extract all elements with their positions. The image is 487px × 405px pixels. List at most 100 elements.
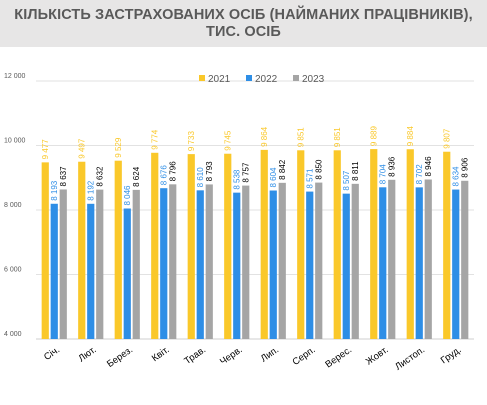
- x-tick-label: Січ.: [42, 344, 62, 363]
- data-label-2023: 8 842: [278, 159, 287, 180]
- y-tick-label: 4 000: [4, 331, 22, 338]
- bar-2021: [114, 160, 122, 339]
- data-label-2021: 9 497: [78, 138, 87, 159]
- bar-2023: [351, 183, 359, 339]
- bar-2021: [297, 150, 305, 339]
- data-label-2021: 9 864: [260, 126, 269, 147]
- bar-2022: [123, 208, 131, 339]
- bar-2021: [370, 149, 378, 339]
- data-label-2022: 8 676: [160, 165, 169, 186]
- bar-2022: [415, 187, 423, 339]
- y-axis-ticks: 4 000 6 000 8 000 10 000 12 000: [4, 73, 26, 338]
- gridlines: [36, 80, 474, 340]
- bar-2023: [315, 182, 323, 339]
- data-label-2021: 9 889: [370, 126, 379, 147]
- x-tick-label: Жовт.: [364, 344, 391, 367]
- data-label-2021: 9 477: [41, 139, 50, 160]
- bar-2023: [242, 185, 250, 339]
- data-label-2022: 8 704: [379, 164, 388, 185]
- chart-title: КІЛЬКІСТЬ ЗАСТРАХОВАНИХ ОСІБ (НАЙМАНИХ П…: [14, 6, 473, 40]
- data-label-2022: 8 702: [415, 164, 424, 185]
- data-label-2022: 8 604: [269, 167, 278, 188]
- data-label-2021: 9 733: [187, 131, 196, 152]
- y-tick-label: 12 000: [4, 73, 26, 80]
- bar-2022: [196, 190, 204, 339]
- data-label-2023: 8 796: [169, 161, 178, 182]
- x-tick-label: Лип.: [259, 344, 281, 364]
- x-tick-label: Берез.: [105, 344, 135, 370]
- data-label-2021: 9 807: [443, 128, 452, 149]
- data-label-2022: 8 046: [123, 185, 132, 206]
- bar-2022: [233, 192, 241, 339]
- x-tick-label: Трав.: [182, 344, 208, 367]
- data-label-2023: 8 757: [242, 162, 251, 183]
- data-label-2023: 8 936: [388, 156, 397, 177]
- data-label-2022: 8 192: [87, 180, 96, 201]
- data-label-2021: 9 851: [297, 127, 306, 148]
- bar-2022: [87, 203, 95, 339]
- bar-2021: [78, 161, 86, 339]
- bar-2022: [379, 187, 387, 339]
- data-label-2021: 9 745: [224, 130, 233, 151]
- data-label-2022: 8 193: [50, 180, 59, 201]
- bar-2022: [342, 193, 350, 339]
- x-axis-ticks: Січ. Лют. Берез. Квіт. Трав. Черв. Лип. Серп. Ве…: [42, 344, 463, 372]
- data-label-2023: 8 811: [351, 161, 360, 181]
- y-tick-label: 8 000: [4, 202, 22, 209]
- data-label-2022: 8 507: [342, 170, 351, 191]
- data-label-2021: 9 884: [406, 126, 415, 147]
- bar-2022: [50, 203, 58, 339]
- legend: 2021 2022 2023: [199, 74, 325, 85]
- bar-2023: [424, 179, 432, 339]
- x-tick-label: Листоп.: [393, 344, 427, 372]
- x-tick-label: Квіт.: [150, 344, 172, 364]
- data-label-2023: 8 793: [205, 161, 214, 182]
- data-label-2023: 8 850: [315, 159, 324, 180]
- x-tick-label: Серп.: [291, 344, 318, 367]
- data-label-2023: 8 632: [96, 166, 105, 187]
- legend-swatch-2022: [246, 75, 252, 81]
- data-label-2023: 8 946: [424, 156, 433, 177]
- bar-2021: [187, 154, 195, 339]
- legend-label-2021: 2021: [208, 74, 231, 85]
- data-label-2022: 8 538: [233, 169, 242, 190]
- legend-label-2022: 2022: [255, 74, 278, 85]
- legend-label-2023: 2023: [302, 74, 325, 85]
- bar-2021: [224, 153, 232, 339]
- bar-2023: [96, 189, 104, 339]
- bar-2023: [461, 180, 469, 339]
- bar-2021: [41, 162, 49, 339]
- bar-2022: [269, 190, 277, 339]
- bar-2023: [169, 184, 177, 339]
- data-label-2023: 8 906: [461, 157, 470, 178]
- y-tick-label: 6 000: [4, 267, 22, 274]
- x-tick-label: Лют.: [77, 344, 99, 364]
- chart-title-banner: КІЛЬКІСТЬ ЗАСТРАХОВАНИХ ОСІБ (НАЙМАНИХ П…: [0, 0, 487, 47]
- data-label-2021: 9 774: [151, 129, 160, 150]
- y-tick-label: 10 000: [4, 138, 26, 145]
- legend-swatch-2023: [293, 75, 299, 81]
- data-label-2022: 8 610: [196, 167, 205, 188]
- bar-2021: [260, 149, 268, 339]
- bar-2023: [388, 179, 396, 339]
- bar-2023: [59, 189, 67, 339]
- data-label-2023: 8 637: [59, 166, 68, 187]
- legend-swatch-2021: [199, 75, 205, 81]
- x-tick-label: Груд.: [439, 344, 464, 366]
- x-tick-label: Верес.: [323, 344, 354, 370]
- bar-2023: [205, 184, 213, 339]
- bar-2021: [151, 152, 159, 339]
- bar-2021: [333, 150, 341, 339]
- data-label-2023: 8 624: [132, 166, 141, 187]
- data-label-2022: 8 634: [452, 166, 461, 187]
- data-label-2021: 9 529: [114, 137, 123, 158]
- data-label-2021: 9 851: [333, 127, 342, 148]
- bars: [41, 149, 469, 339]
- data-label-2022: 8 571: [306, 168, 315, 189]
- bar-2023: [278, 182, 286, 339]
- bar-2022: [452, 189, 460, 339]
- bar-2022: [306, 191, 314, 339]
- bar-2022: [160, 188, 168, 339]
